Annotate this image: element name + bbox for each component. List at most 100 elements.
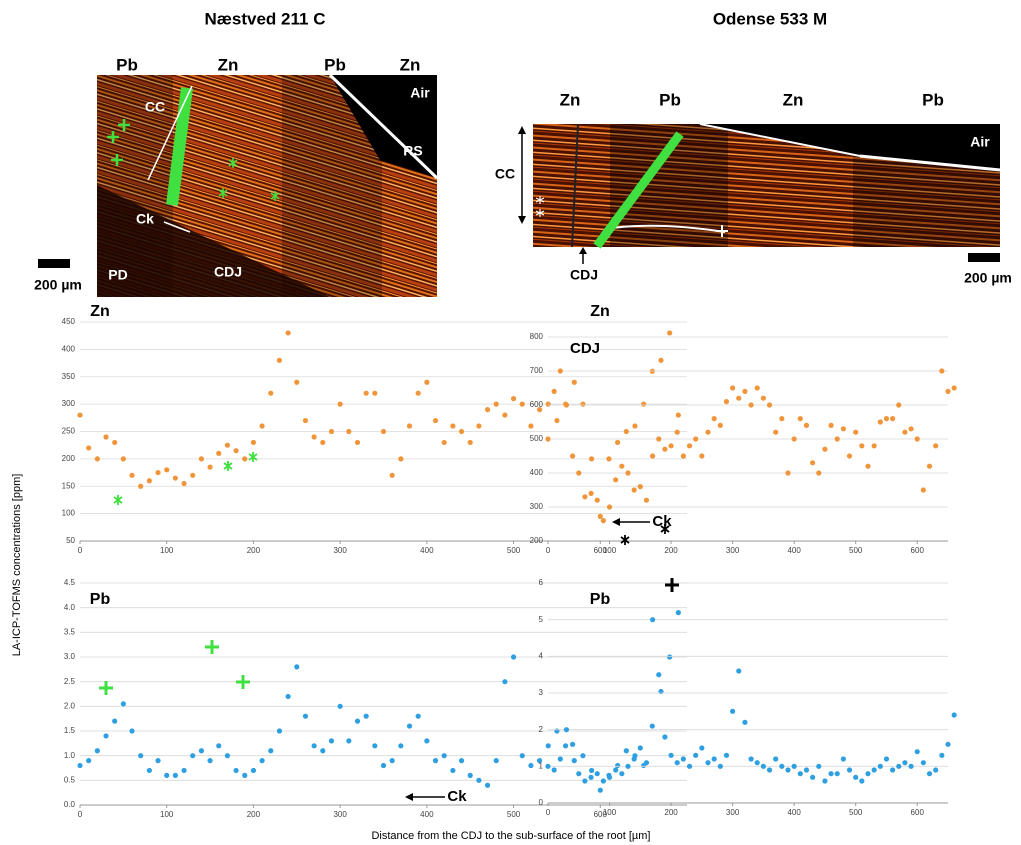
data-point	[631, 756, 637, 762]
data-point	[129, 472, 135, 478]
y-tick-label: 200	[530, 536, 544, 545]
data-point	[597, 787, 603, 793]
data-point	[432, 758, 439, 764]
annotation: CDJ	[570, 340, 600, 357]
chart-title: Pb	[90, 591, 111, 608]
data-point	[883, 756, 890, 762]
data-point	[667, 330, 673, 336]
data-point	[643, 497, 650, 503]
data-point	[224, 442, 231, 448]
data-point	[557, 756, 563, 762]
data-point	[834, 771, 840, 777]
data-point	[571, 379, 577, 385]
panel-title: Odense 533 M	[713, 9, 827, 28]
data-point	[730, 385, 736, 391]
data-point	[594, 497, 600, 503]
data-point	[939, 752, 945, 758]
data-point	[172, 475, 178, 481]
data-point	[294, 379, 300, 385]
data-point	[668, 752, 674, 758]
data-point	[649, 723, 655, 729]
data-point	[302, 713, 309, 719]
data-point	[632, 423, 638, 429]
data-point	[551, 388, 557, 394]
data-point	[138, 483, 144, 489]
y-tick-label: 200	[62, 454, 76, 463]
data-point	[754, 760, 760, 766]
data-point	[773, 756, 779, 762]
data-point	[877, 763, 883, 769]
data-point	[828, 422, 834, 428]
data-point	[871, 443, 877, 449]
data-point	[181, 767, 187, 774]
data-point	[650, 617, 656, 623]
image-label: Ck	[136, 211, 154, 227]
data-point	[155, 469, 161, 476]
data-point	[484, 782, 491, 788]
data-point	[372, 390, 378, 396]
data-point	[914, 749, 920, 755]
data-point	[597, 513, 603, 519]
data-point	[680, 453, 686, 459]
data-point	[816, 763, 822, 769]
data-point	[908, 763, 914, 769]
x-tick-label: 200	[664, 546, 678, 555]
x-tick-label: 100	[160, 546, 174, 555]
data-point	[859, 443, 865, 449]
y-tick-label: 0.5	[64, 775, 76, 784]
data-point	[389, 472, 395, 478]
data-point	[920, 487, 926, 493]
x-tick-label: 200	[664, 808, 678, 817]
data-point	[791, 436, 797, 442]
data-point	[742, 719, 748, 725]
marker	[620, 535, 630, 545]
data-point	[536, 758, 543, 764]
x-tick-label: 0	[78, 810, 83, 819]
data-point	[668, 443, 674, 449]
data-point	[785, 767, 791, 773]
data-point	[613, 767, 619, 773]
data-point	[536, 407, 543, 413]
data-point	[328, 428, 335, 435]
marker	[205, 640, 219, 654]
data-point	[865, 771, 871, 777]
data-point	[216, 450, 222, 456]
x-tick-label: 100	[160, 810, 174, 819]
y-tick-label: 2.5	[64, 677, 76, 686]
data-point	[803, 767, 810, 773]
data-point	[112, 439, 118, 446]
image-label: CC	[145, 99, 165, 115]
column-label: Pb	[116, 55, 138, 74]
y-tick-label: 3.0	[64, 652, 76, 661]
data-point	[476, 423, 482, 429]
data-point	[129, 728, 135, 734]
micrograph	[97, 73, 439, 297]
x-tick-label: 600	[911, 808, 925, 817]
data-point	[619, 463, 625, 469]
y-tick-label: 4.5	[64, 578, 76, 587]
data-point	[699, 453, 705, 459]
data-point	[594, 771, 600, 777]
data-point	[779, 416, 785, 422]
annotation-arrowhead	[612, 518, 620, 526]
annotation-arrowhead	[405, 793, 413, 801]
data-point	[112, 718, 118, 724]
data-point	[311, 434, 317, 440]
marker	[223, 461, 233, 471]
chart: 0.00.51.01.52.02.53.03.54.04.50 100 200 300…	[64, 578, 687, 819]
data-point	[484, 407, 491, 413]
data-point	[94, 748, 100, 754]
data-point	[276, 728, 283, 734]
data-point	[363, 713, 369, 719]
data-point	[908, 426, 914, 432]
y-tick-label: 250	[62, 427, 76, 436]
column-label: Pb	[922, 90, 944, 109]
column-label: Zn	[218, 55, 239, 74]
data-point	[606, 456, 612, 462]
data-point	[658, 357, 664, 363]
data-point	[717, 422, 723, 428]
data-point	[760, 763, 766, 769]
y-axis-label: LA-ICP-TOFMS concentrations [ppm]	[11, 474, 23, 657]
data-point	[528, 423, 534, 429]
data-point	[346, 428, 352, 435]
